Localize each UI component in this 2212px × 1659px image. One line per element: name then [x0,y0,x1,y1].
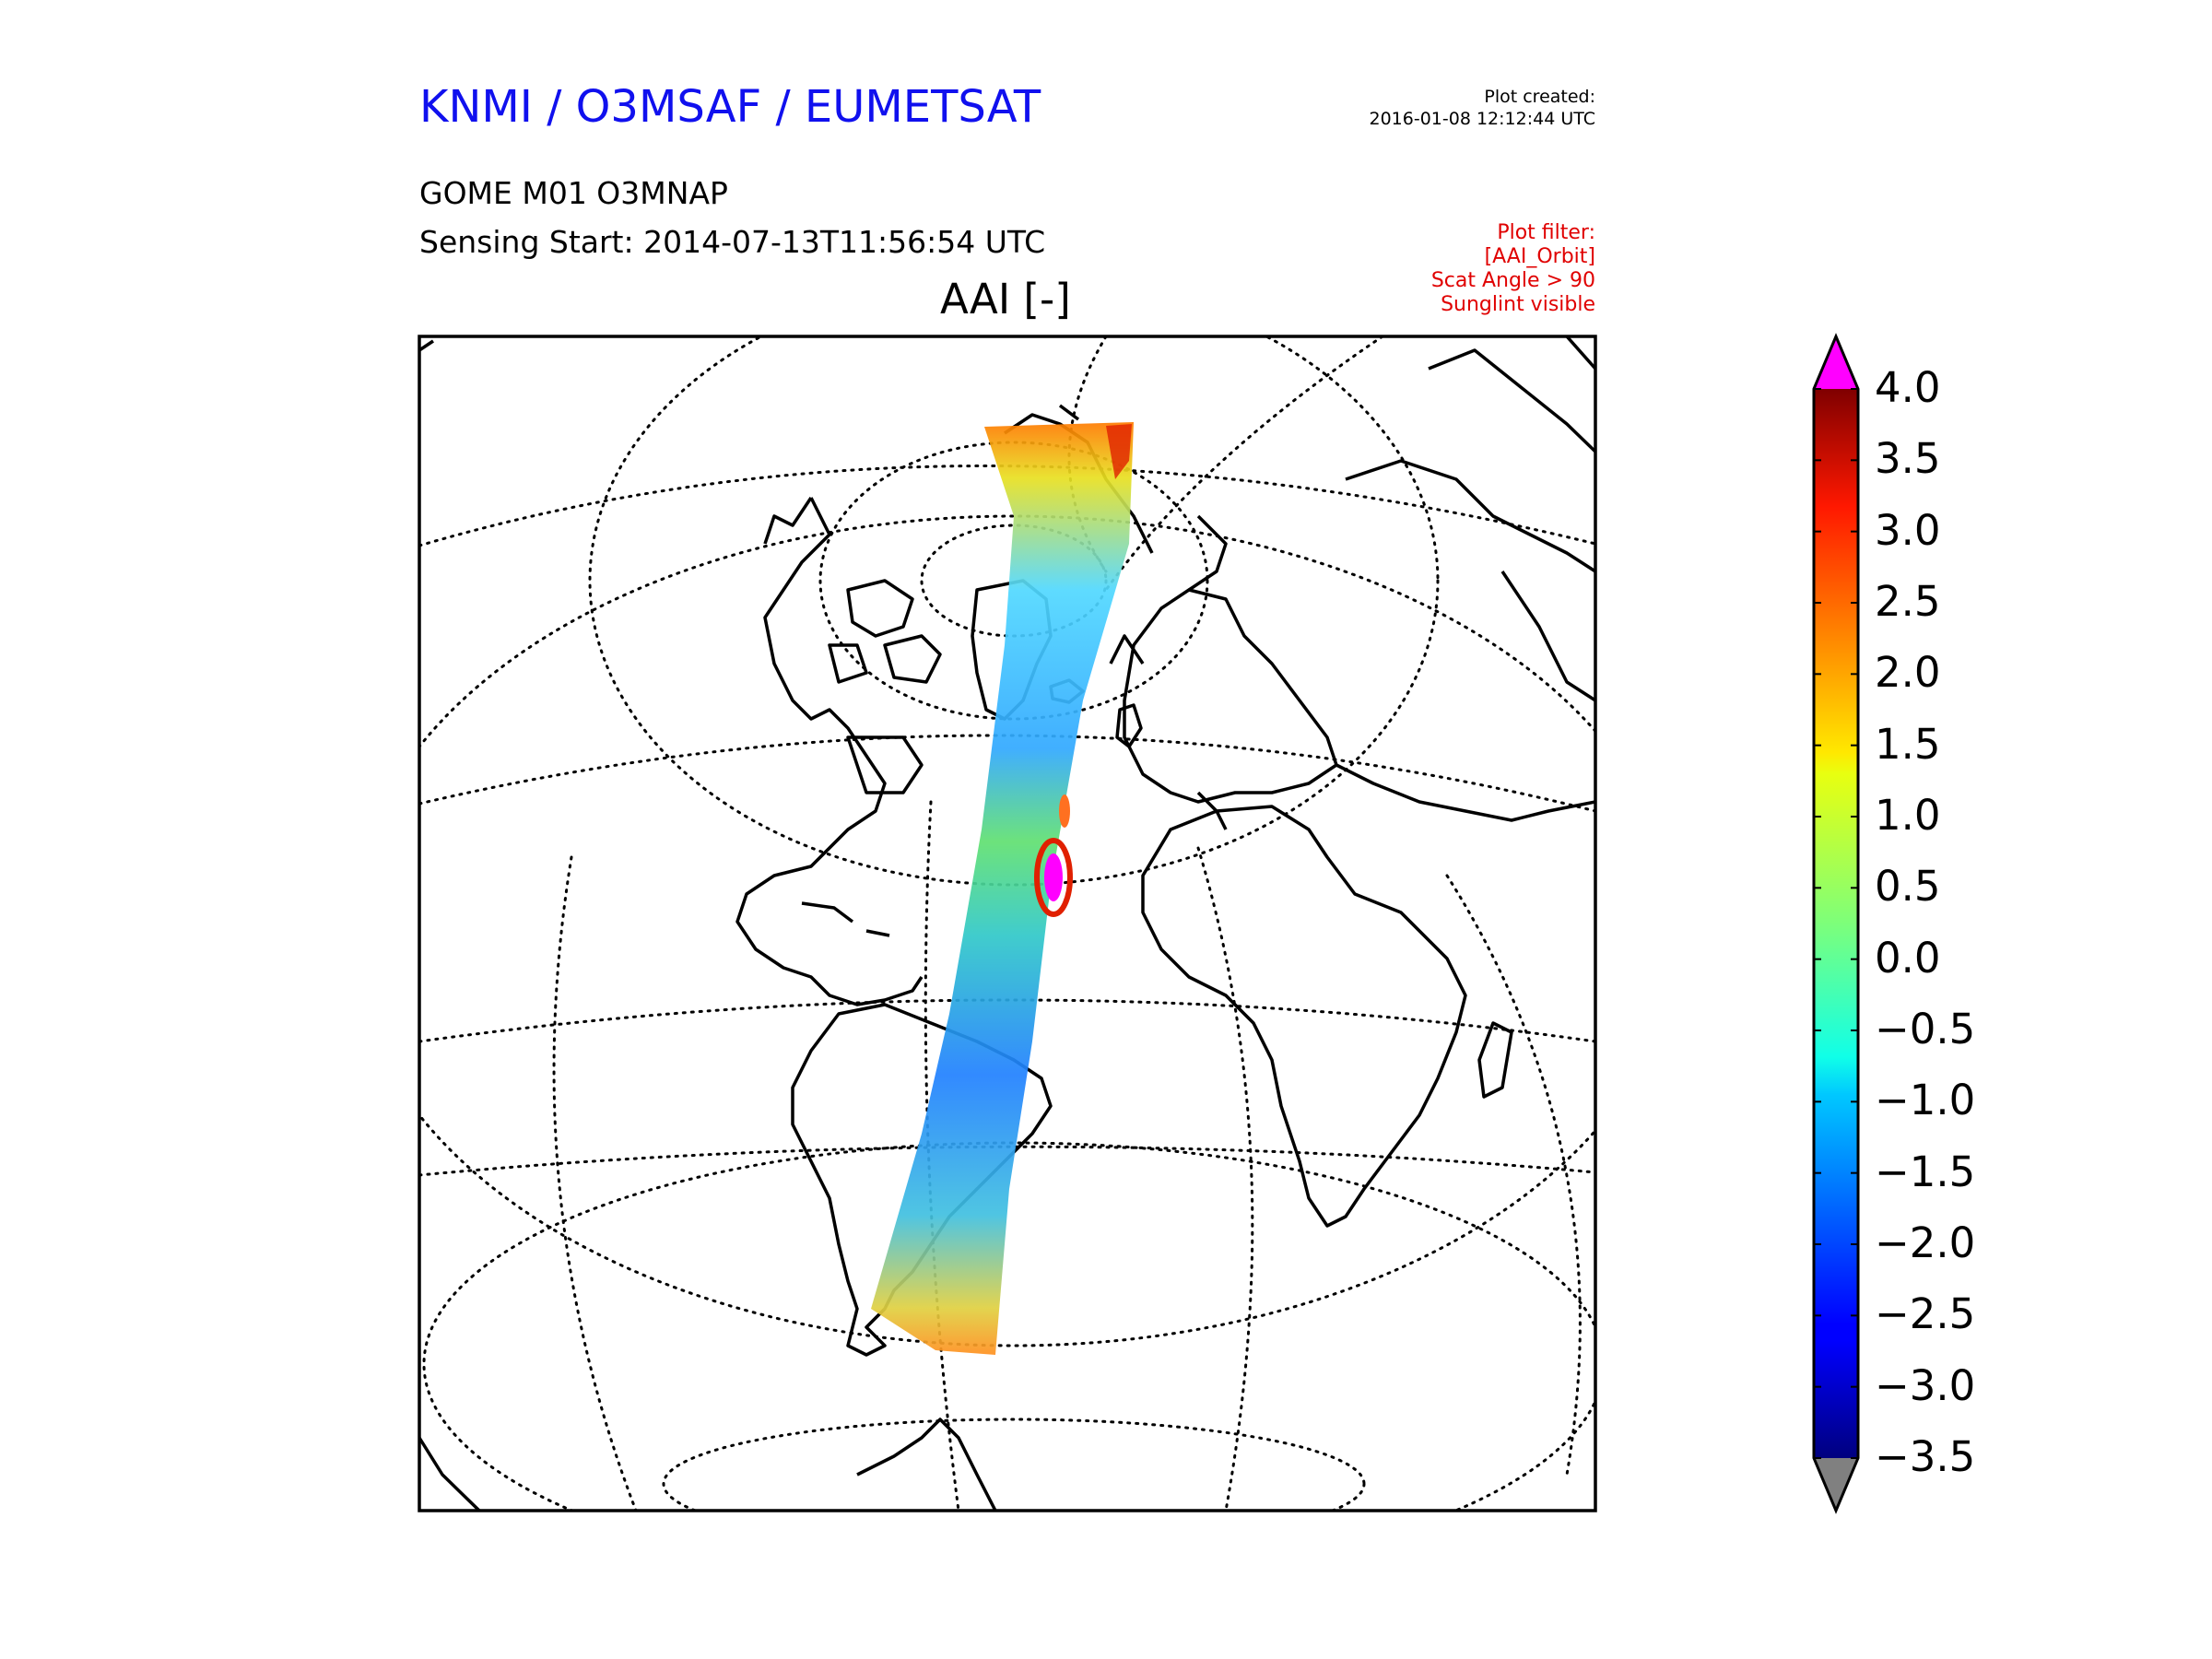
colorbar-gradient [1814,389,1858,1458]
plot-filter-label: Plot filter: [1497,221,1595,244]
product-name: GOME M01 O3MNAP [419,175,728,211]
plot-filter-line-1: [AAI_Orbit] [1484,245,1595,268]
plot-filter-line-2: Scat Angle > 90 [1430,269,1595,292]
colorbar [1812,333,1860,1514]
colorbar-tick-label: −1.0 [1875,1076,1976,1125]
colorbar-tick-label: −3.0 [1875,1360,1976,1410]
plot-created-label: Plot created: [1484,87,1595,107]
colorbar-under-extension [1814,1458,1858,1511]
map-frame [418,335,1597,1512]
colorbar-tick-label: 3.5 [1875,434,1941,484]
plot-created-time: 2016-01-08 12:12:44 UTC [1369,109,1596,129]
swath-high-aai-spot [1044,853,1063,901]
colorbar-tick-label: −2.0 [1875,1218,1976,1267]
colorbar-tick-label: 2.5 [1875,577,1941,626]
colorbar-tick-label: −3.5 [1875,1432,1976,1481]
colorbar-tick-label: 4.0 [1875,363,1941,412]
plot-filter-line-3: Sunglint visible [1441,293,1595,316]
plot-filter-block: Plot filter: [AAI_Orbit] Scat Angle > 90… [1431,221,1595,317]
sensing-start: Sensing Start: 2014-07-13T11:56:54 UTC [419,224,1046,260]
colorbar-tick-label: −1.5 [1875,1147,1976,1196]
colorbar-tick-label: 1.5 [1875,719,1941,769]
colorbar-tick-label: 2.0 [1875,648,1941,698]
colorbar-tick-label: −2.5 [1875,1289,1976,1339]
colorbar-over-extension [1814,336,1858,389]
colorbar-tick-label: 1.0 [1875,791,1941,840]
organization-title: KNMI / O3MSAF / EUMETSAT [419,81,1041,133]
colorbar-tick-label: −0.5 [1875,1005,1976,1053]
colorbar-tick-label: 0.0 [1875,933,1941,982]
colorbar-tick-label: 3.0 [1875,505,1941,555]
colorbar-tick-label: 0.5 [1875,862,1941,912]
plot-created-block: Plot created: 2016-01-08 12:12:44 UTC [1370,86,1596,130]
map-title: AAI [-] [940,275,1071,324]
satellite-swath [871,422,1134,1355]
